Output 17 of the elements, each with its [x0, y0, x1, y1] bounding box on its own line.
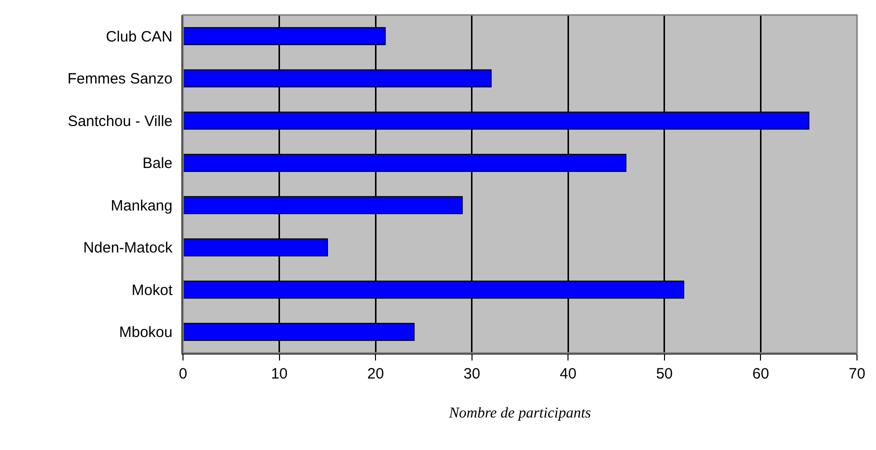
x-tick-label: 40	[560, 366, 576, 382]
y-tick-label: Club CAN	[106, 28, 172, 46]
y-tick-label: Mokot	[132, 282, 174, 299]
y-tick-label: Bale	[142, 155, 172, 172]
x-tick-label: 0	[178, 366, 188, 382]
y-tick-label: Mankang	[110, 197, 172, 214]
x-tick-label: 10	[270, 366, 288, 382]
x-tick-label: 70	[848, 366, 866, 382]
x-tick-label: 20	[367, 366, 384, 382]
x-tick-label: 30	[464, 366, 480, 382]
x-tick-label: 50	[656, 366, 673, 382]
y-tick-label: Santchou - Ville	[68, 112, 172, 130]
x-axis-title: Nombre de participants	[448, 405, 592, 422]
x-tick-label: 60	[752, 366, 770, 382]
y-tick-label: Mbokou	[119, 324, 172, 342]
y-tick-label: Nden-Matock	[83, 240, 173, 257]
y-tick-label: Femmes Sanzo	[67, 70, 172, 88]
